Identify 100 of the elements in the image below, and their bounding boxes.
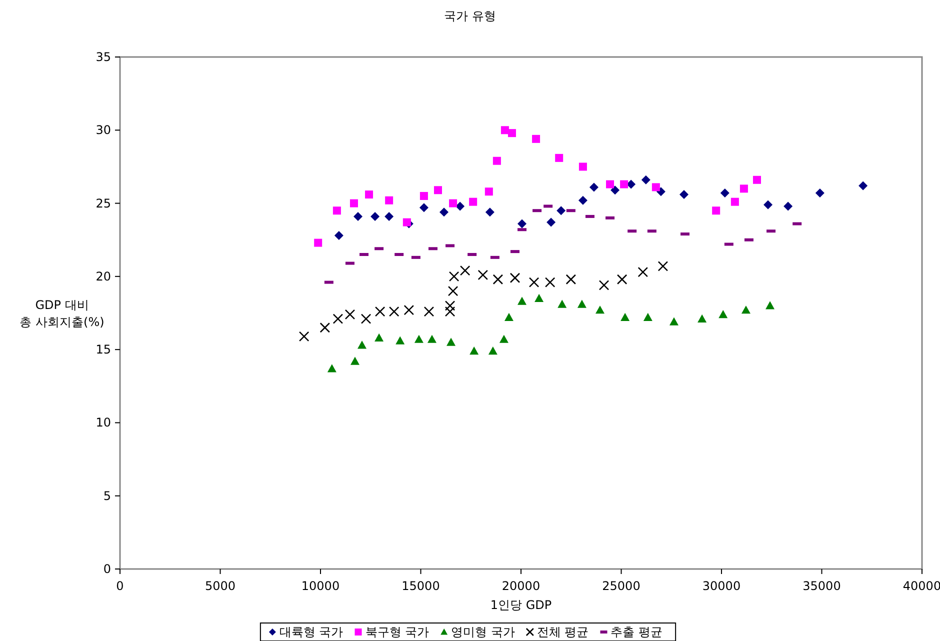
x-tick-label: 35000 <box>802 579 841 593</box>
point <box>353 212 362 221</box>
point <box>766 301 775 310</box>
point <box>449 199 458 208</box>
point <box>638 266 648 278</box>
point <box>444 306 456 317</box>
point <box>385 196 394 204</box>
point <box>320 322 330 333</box>
point <box>620 180 628 188</box>
y-axis-title: GDP 대비 총 사회지출(%) <box>20 298 104 329</box>
point <box>546 218 556 227</box>
point <box>698 314 707 322</box>
point <box>534 294 544 302</box>
point <box>556 206 566 216</box>
x-tick-label: 10000 <box>301 579 340 593</box>
point <box>434 186 442 194</box>
point <box>492 274 504 285</box>
y-tick-label: 5 <box>103 488 111 503</box>
point <box>419 203 428 212</box>
legend-label: 추출 평균 <box>610 625 663 639</box>
point <box>616 274 628 285</box>
point <box>858 181 868 190</box>
point <box>518 296 527 305</box>
point <box>492 156 501 165</box>
point <box>730 198 739 206</box>
point <box>485 208 494 217</box>
point <box>350 199 358 208</box>
point <box>448 271 460 282</box>
point <box>606 180 614 188</box>
point <box>488 346 498 355</box>
point <box>669 317 678 326</box>
y-tick-label: 30 <box>96 123 111 138</box>
y-tick-label: 35 <box>96 50 111 64</box>
chart-title: 국가 유형 <box>444 9 496 23</box>
point <box>334 230 344 240</box>
x-tick-label: 0 <box>116 579 124 593</box>
point <box>427 334 436 343</box>
point <box>374 333 384 342</box>
point <box>460 265 470 276</box>
point <box>469 198 478 206</box>
point <box>314 238 322 247</box>
point <box>718 310 728 318</box>
point <box>577 300 586 308</box>
point <box>740 184 748 193</box>
point <box>558 300 567 308</box>
point <box>620 312 630 321</box>
x-tick-label: 5000 <box>204 579 236 593</box>
x-tick-label: 30000 <box>702 579 741 593</box>
legend-label: 대륙형 국가 <box>279 625 344 639</box>
point <box>344 309 356 320</box>
point <box>589 182 598 192</box>
point <box>499 334 508 343</box>
y-tick-label: 0 <box>103 562 111 576</box>
point <box>388 306 400 317</box>
y-tick-label: 15 <box>96 342 111 357</box>
point <box>384 212 394 221</box>
x-tick-label: 25000 <box>602 579 640 593</box>
y-tick-label: 10 <box>96 416 111 430</box>
legend-label: 북구형 국가 <box>365 625 430 639</box>
point <box>424 306 434 317</box>
point <box>360 314 372 324</box>
point <box>764 200 773 210</box>
x-tick-label: 20000 <box>502 579 540 593</box>
point <box>598 280 610 290</box>
point <box>658 261 668 272</box>
point <box>470 346 479 355</box>
point <box>555 154 564 162</box>
point <box>752 176 761 184</box>
point <box>444 300 456 311</box>
point <box>478 270 488 280</box>
point <box>720 188 730 198</box>
legend-label: 영미형 국가 <box>451 625 515 639</box>
point <box>712 206 720 215</box>
point <box>414 334 424 343</box>
point <box>327 364 336 372</box>
point <box>595 306 604 314</box>
point <box>332 206 341 215</box>
y-tick-label: 25 <box>96 196 111 210</box>
point <box>446 338 456 346</box>
x-tick-label: 40000 <box>902 579 940 593</box>
point <box>544 277 556 288</box>
point <box>508 129 516 138</box>
point <box>440 208 449 217</box>
point <box>500 126 509 134</box>
point <box>484 188 493 196</box>
x-axis-title: 1인당 GDP <box>490 598 552 612</box>
point <box>456 202 465 211</box>
point <box>370 212 380 221</box>
point <box>641 175 650 184</box>
point <box>448 286 458 296</box>
y-tick-label: 20 <box>96 269 111 284</box>
point <box>680 190 689 200</box>
point <box>518 219 527 228</box>
point <box>396 336 405 344</box>
point <box>566 274 576 285</box>
point <box>404 304 414 316</box>
point <box>741 306 750 314</box>
point <box>365 190 374 199</box>
point <box>652 183 660 192</box>
point <box>332 314 344 324</box>
